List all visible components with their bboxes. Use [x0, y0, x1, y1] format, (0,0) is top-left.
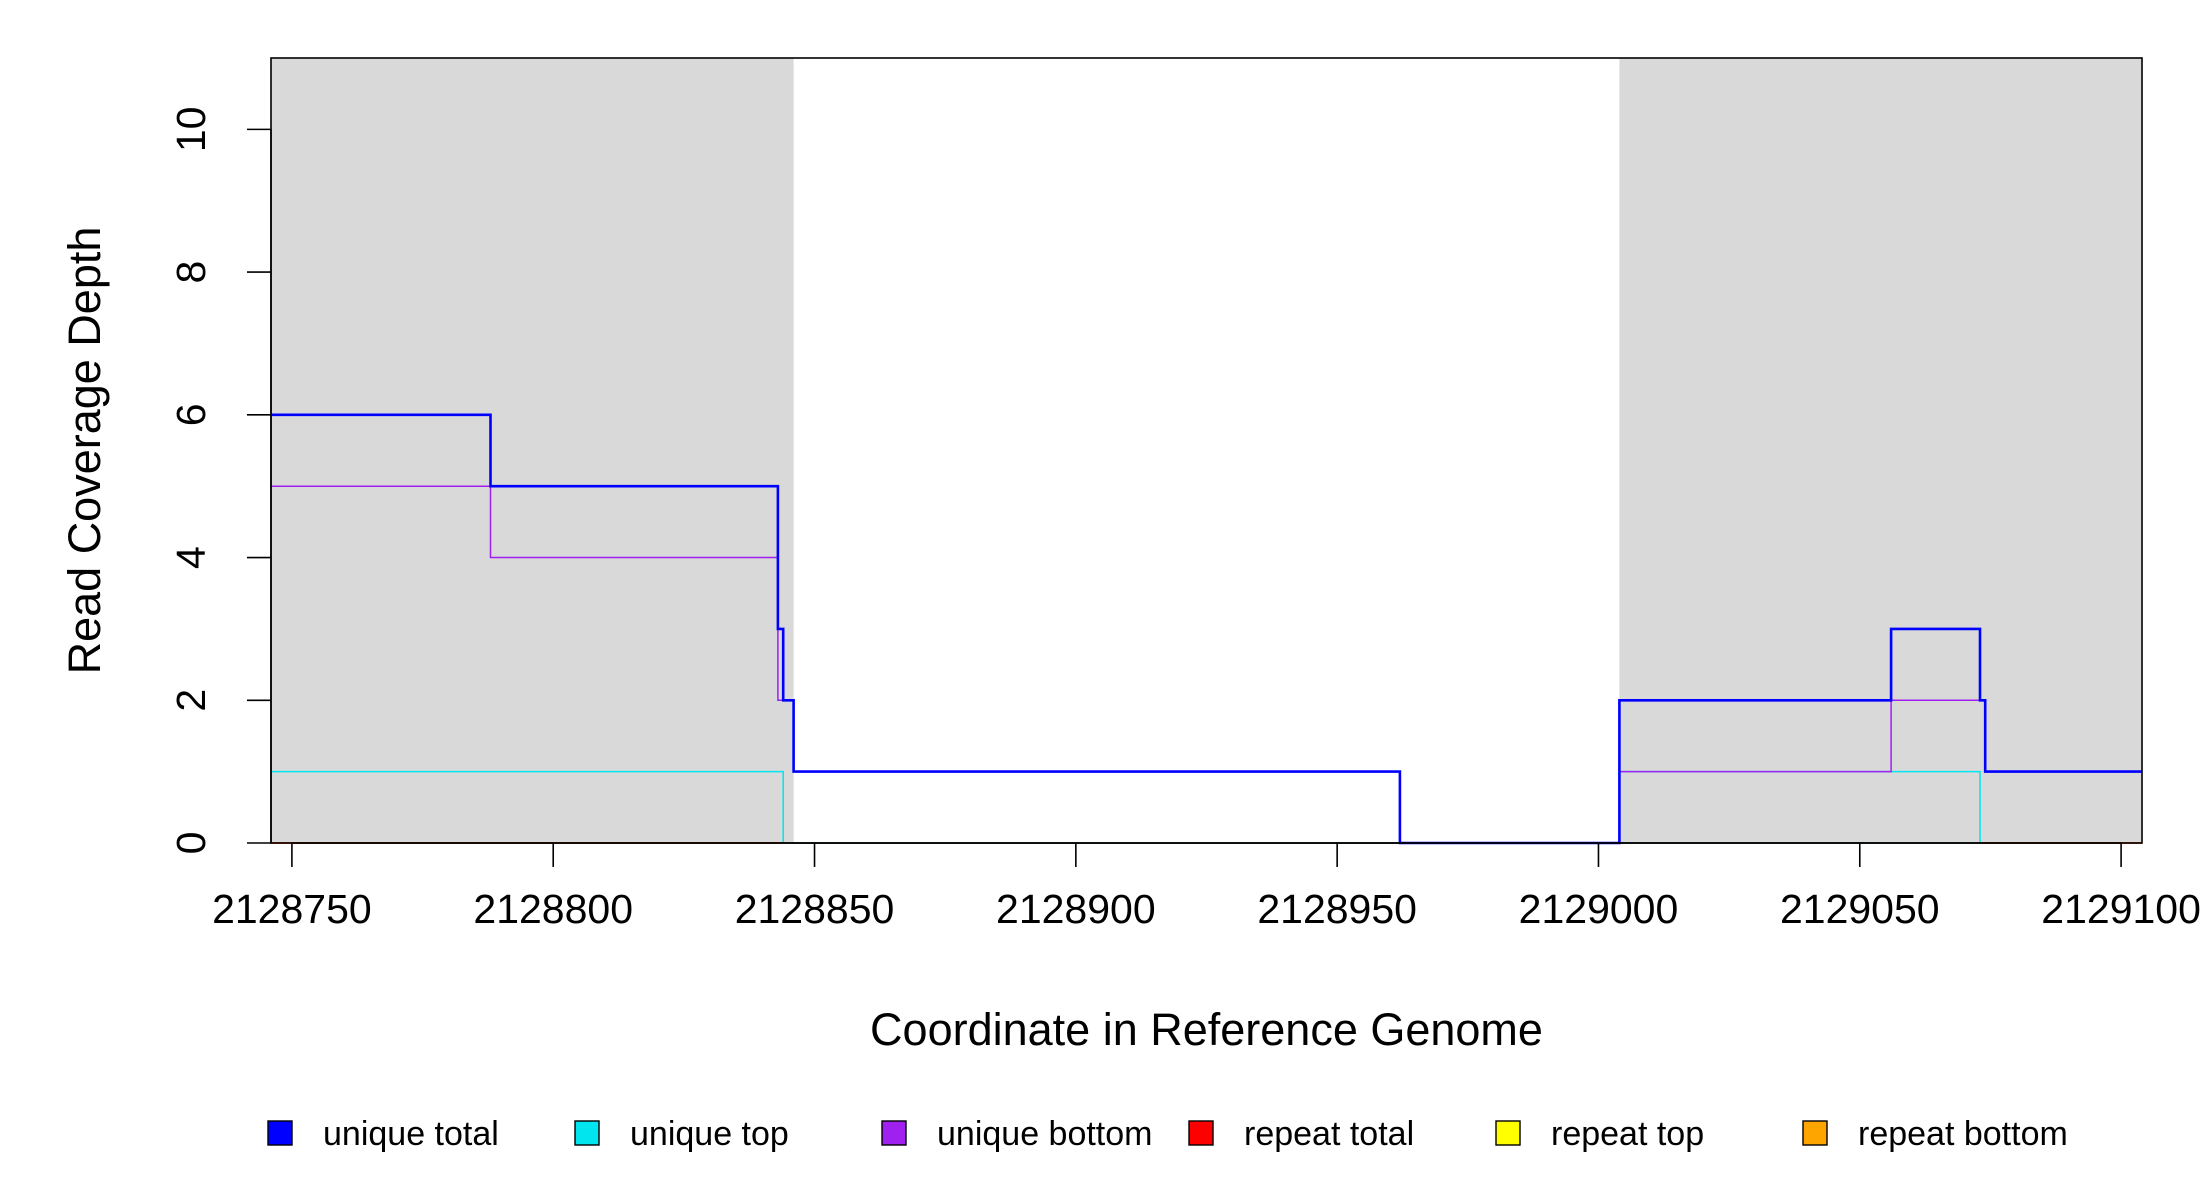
legend: unique total unique top unique bottom repea… [267, 1115, 2068, 1153]
y-tick-label: 4 [168, 546, 214, 569]
legend-swatch-repeat-total [1188, 1120, 1214, 1146]
x-tick-label: 2129100 [2041, 886, 2200, 932]
x-axis: 2128750 2128800 2128850 2128900 2128950 21290… [212, 842, 2200, 932]
x-axis-title: Coordinate in Reference Genome [870, 1004, 1543, 1055]
legend-swatch-repeat-bottom [1802, 1120, 1828, 1146]
legend-label-unique-top: unique top [630, 1115, 789, 1153]
x-tick-label: 2128800 [473, 886, 633, 932]
legend-swatch-unique-top [574, 1120, 600, 1146]
y-tick-label: 0 [168, 832, 214, 855]
legend-label-unique-total: unique total [323, 1115, 499, 1153]
y-axis: 0 2 4 6 8 10 [168, 107, 272, 855]
legend-swatch-unique-bottom [881, 1120, 907, 1146]
legend-label-unique-bottom: unique bottom [937, 1115, 1153, 1153]
y-axis-title: Read Coverage Depth [59, 227, 110, 675]
legend-swatch-unique-total [267, 1120, 293, 1146]
y-tick-label: 6 [168, 403, 214, 426]
x-tick-label: 2128950 [1257, 886, 1417, 932]
legend-label-repeat-total: repeat total [1244, 1115, 1414, 1153]
series-line-unique-total [271, 413, 2142, 845]
y-tick-label: 2 [168, 689, 214, 712]
x-tick-label: 2129050 [1780, 886, 1940, 932]
shaded-region-1 [271, 58, 794, 843]
legend-label-repeat-top: repeat top [1551, 1115, 1704, 1153]
legend-swatch-repeat-top [1495, 1120, 1521, 1146]
y-tick-label: 10 [168, 107, 214, 153]
shaded-regions [271, 58, 2142, 843]
legend-label-repeat-bottom: repeat bottom [1858, 1115, 2068, 1153]
shaded-region-2 [1619, 58, 2142, 843]
x-tick-label: 2129000 [1519, 886, 1679, 932]
x-tick-label: 2128900 [996, 886, 1156, 932]
x-tick-label: 2128750 [212, 886, 372, 932]
x-tick-label: 2128850 [735, 886, 895, 932]
y-tick-label: 8 [168, 261, 214, 284]
